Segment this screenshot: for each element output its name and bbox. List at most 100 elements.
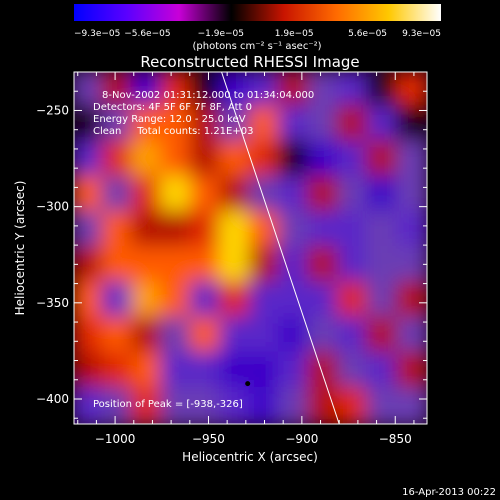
colorbar-tick-label: −1.9e−05 — [198, 29, 244, 39]
x-tick-label: −850 — [379, 432, 412, 446]
heatmap-cell — [396, 246, 429, 285]
heatmap-cell — [337, 387, 370, 426]
colorbar-tick-label: 5.6e−05 — [348, 29, 387, 39]
heatmap-cell — [366, 352, 399, 391]
heatmap-cell — [396, 105, 429, 144]
y-tick-label: −250 — [36, 103, 69, 117]
heatmap-cell — [219, 176, 252, 215]
heatmap-cell — [160, 211, 193, 250]
heatmap-cell — [249, 387, 282, 426]
heatmap-cell — [190, 176, 223, 215]
heatmap-cell — [190, 316, 223, 355]
heatmap-cell — [366, 140, 399, 179]
heatmap-cell — [366, 316, 399, 355]
heatmap-cell — [219, 281, 252, 320]
x-tick-label: −1000 — [95, 432, 136, 446]
heatmap-cell — [396, 176, 429, 215]
heatmap-cell — [160, 176, 193, 215]
heatmap-cell — [337, 105, 370, 144]
heatmap-cell — [101, 140, 134, 179]
heatmap-cell — [131, 281, 164, 320]
heatmap-cell — [249, 211, 282, 250]
colorbar-tick-label: −5.6e−05 — [124, 29, 170, 39]
colorbar-ticks: −9.3e−05 −5.6e−05 −1.9e−05 1.9e−05 5.6e−05 9.… — [74, 29, 441, 39]
heatmap-cell — [72, 246, 105, 285]
heatmap-cell — [307, 316, 340, 355]
heatmap-cell — [366, 281, 399, 320]
heatmap-cell — [307, 176, 340, 215]
heatmap-cell — [101, 281, 134, 320]
x-axis-label: Heliocentric X (arcsec) — [182, 450, 318, 464]
colorbar — [74, 4, 441, 21]
heatmap-cell — [131, 352, 164, 391]
heatmap-cell — [307, 281, 340, 320]
heatmap-cell — [131, 246, 164, 285]
heatmap-cell — [131, 211, 164, 250]
heatmap-cell — [278, 105, 311, 144]
heatmap-cell — [396, 140, 429, 179]
annotation-energy-range: Energy Range: 12.0 - 25.0 keV — [93, 114, 246, 125]
x-tick-label: −900 — [285, 432, 318, 446]
chart-title: Reconstructed RHESSI Image — [140, 53, 359, 71]
heatmap-cell — [396, 211, 429, 250]
heatmap-cell — [249, 281, 282, 320]
heatmap-cell — [337, 352, 370, 391]
colorbar-tick-label: 1.9e−05 — [275, 29, 314, 39]
heatmap-cell — [190, 281, 223, 320]
heatmap-cell — [101, 176, 134, 215]
heatmap-cell — [72, 281, 105, 320]
heatmap-cell — [249, 176, 282, 215]
y-tick-label: −350 — [36, 296, 69, 310]
heatmap-cell — [396, 387, 429, 426]
annotation-time-range: 8-Nov-2002 01:31:12.000 to 01:34:04.000 — [102, 90, 314, 101]
heatmap-cell — [131, 140, 164, 179]
heatmap-cell — [307, 352, 340, 391]
heatmap-cell — [337, 316, 370, 355]
y-axis-label: Heliocentric Y (arcsec) — [13, 181, 27, 316]
heatmap-cell — [101, 316, 134, 355]
colorbar-units-label: (photons cm⁻² s⁻¹ asec⁻²) — [192, 41, 321, 52]
heatmap-cell — [101, 246, 134, 285]
heatmap-cell — [337, 281, 370, 320]
heatmap-cell — [278, 246, 311, 285]
colorbar-tick-label: 9.3e−05 — [402, 29, 441, 39]
heatmap-cell — [160, 246, 193, 285]
heatmap-cell — [190, 211, 223, 250]
heatmap-cell — [190, 246, 223, 285]
heatmap-cell — [278, 352, 311, 391]
heatmap-cell — [366, 105, 399, 144]
heatmap-cell — [337, 140, 370, 179]
heatmap-cell — [101, 211, 134, 250]
heatmap-cell — [396, 70, 429, 109]
x-tick-label: −950 — [192, 432, 225, 446]
heatmap-cell — [278, 316, 311, 355]
heatmap-cell — [219, 246, 252, 285]
heatmap-cell — [249, 140, 282, 179]
heatmap-cell — [72, 211, 105, 250]
heatmap-cell — [190, 140, 223, 179]
heatmap-cell — [396, 352, 429, 391]
heatmap-cell — [278, 281, 311, 320]
heatmap-cell — [366, 246, 399, 285]
heatmap-cell — [366, 176, 399, 215]
heatmap-cell — [307, 140, 340, 179]
heatmap-cell — [249, 105, 282, 144]
heatmap-cell — [307, 211, 340, 250]
heatmap-cell — [249, 352, 282, 391]
annotation-method-counts: Clean Total counts: 1.21E+03 — [93, 126, 253, 137]
y-tick-label: −300 — [36, 200, 69, 214]
heatmap-cell — [249, 316, 282, 355]
heatmap-cell — [337, 211, 370, 250]
heatmap-cell — [131, 176, 164, 215]
peak-marker — [245, 381, 250, 386]
heatmap-cell — [337, 176, 370, 215]
heatmap-cell — [160, 281, 193, 320]
heatmap-cell — [396, 281, 429, 320]
heatmap-cell — [219, 316, 252, 355]
heatmap-cell — [366, 211, 399, 250]
heatmap-cell — [366, 387, 399, 426]
heatmap-cell — [366, 70, 399, 109]
heatmap-cell — [101, 352, 134, 391]
heatmap-cell — [72, 176, 105, 215]
